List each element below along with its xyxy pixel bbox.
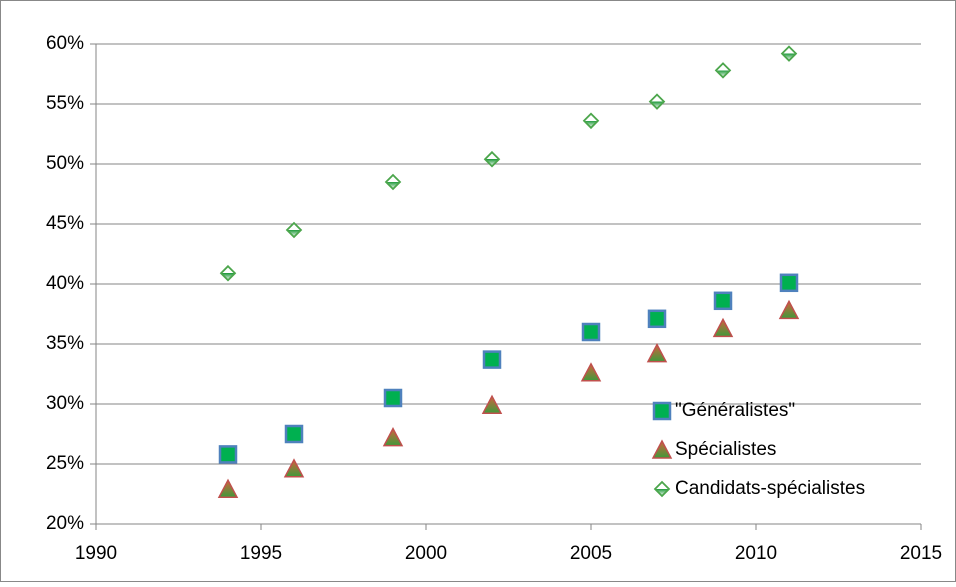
y-tick-label: 55% [46, 93, 84, 114]
x-tick-label: 2015 [900, 543, 942, 564]
marker-triangle [283, 458, 305, 478]
marker-triangle [651, 439, 673, 459]
x-tick-label: 2010 [735, 543, 777, 564]
x-tick-label: 1995 [240, 543, 282, 564]
marker-diamond [780, 45, 798, 62]
marker-triangle [217, 478, 239, 498]
marker-square [383, 388, 403, 408]
marker-diamond [648, 93, 666, 110]
marker-diamond [483, 150, 501, 168]
marker-triangle [646, 342, 668, 363]
marker-square [581, 322, 601, 342]
marker-triangle [778, 299, 800, 320]
legend-label: "Généralistes" [675, 400, 795, 421]
marker-square [779, 273, 799, 293]
marker-square [482, 350, 502, 369]
x-tick-label: 2005 [570, 543, 612, 564]
y-tick-label: 50% [46, 153, 84, 174]
y-tick-label: 40% [46, 273, 84, 294]
marker-triangle [382, 426, 404, 447]
marker-diamond [285, 221, 303, 239]
y-tick-label: 25% [46, 453, 84, 474]
marker-triangle [580, 362, 602, 382]
legend-label: Spécialistes [675, 439, 776, 460]
marker-diamond [384, 173, 402, 191]
marker-triangle [712, 317, 734, 338]
y-tick-label: 45% [46, 213, 84, 234]
y-tick-label: 35% [46, 333, 84, 354]
y-tick-label: 60% [46, 33, 84, 54]
x-tick-label: 2000 [405, 543, 447, 564]
marker-diamond [714, 62, 732, 79]
marker-diamond [219, 264, 237, 282]
marker-square [218, 445, 238, 464]
marker-diamond [653, 480, 671, 498]
marker-square [284, 424, 304, 444]
marker-square [713, 291, 733, 311]
marker-diamond [582, 112, 600, 130]
legend-label: Candidats-spécialistes [675, 478, 865, 499]
y-tick-label: 30% [46, 393, 84, 414]
x-tick-label: 1990 [75, 543, 117, 564]
marker-square [647, 309, 667, 329]
y-tick-label: 20% [46, 513, 84, 534]
marker-square [652, 401, 672, 421]
marker-triangle [481, 394, 503, 414]
